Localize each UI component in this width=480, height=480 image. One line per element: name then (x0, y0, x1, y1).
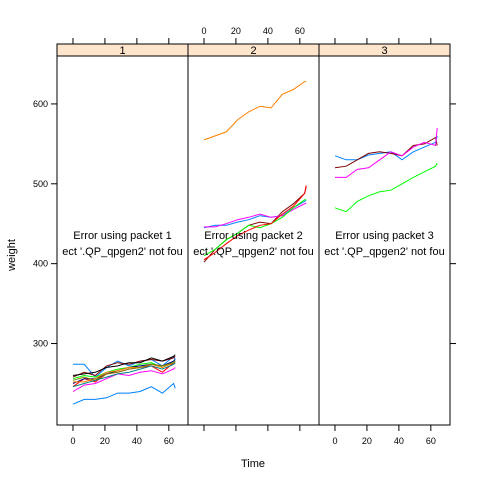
x-tick-label-bottom: 20 (362, 436, 372, 446)
series-line-p1-9 (72, 360, 176, 381)
series-line-p2-4 (204, 202, 307, 228)
x-tick-label-top: 20 (231, 26, 241, 36)
x-tick-label-top: 60 (295, 26, 305, 36)
series-line-p3-2 (334, 136, 438, 169)
x-tick-label-bottom: 0 (332, 436, 337, 446)
y-axis-title: weight (6, 239, 18, 272)
series-line-p2-5 (203, 199, 307, 257)
series-line-p3-4 (334, 162, 438, 213)
error-message-3: Error using packet 3 ect '.QP_qpgen2' not… (324, 230, 444, 258)
error-message-2: Error using packet 2 ect '.QP_qpgen2' not… (193, 230, 313, 258)
strip-label-1: 1 (119, 45, 125, 57)
strip-label-2: 2 (250, 45, 256, 57)
strip-label-3: 3 (381, 45, 387, 57)
error-text-1-1: Error using packet 1 (73, 230, 171, 242)
error-message-1: Error using packet 1 ect '.QP_qpgen2' not… (62, 230, 182, 258)
series-line-p1-11 (72, 382, 176, 405)
series-line-p1-10 (72, 362, 176, 388)
y-tick-label: 500 (33, 179, 48, 189)
series-line-p1-2 (72, 367, 176, 392)
y-tick-label: 300 (33, 339, 48, 349)
panel-frame-3 (318, 55, 451, 426)
y-tick-label: 400 (33, 259, 48, 269)
x-tick-label-bottom: 60 (164, 436, 174, 446)
series-line-p2-1 (203, 81, 307, 141)
series-line-p2-6 (203, 185, 307, 261)
series-line-p1-8 (72, 354, 176, 376)
x-tick-label-top: 40 (263, 26, 273, 36)
x-tick-label-bottom: 0 (70, 436, 75, 446)
y-tick-label: 600 (33, 99, 48, 109)
error-text-2-1: Error using packet 2 (204, 230, 302, 242)
series-line-p1-7 (73, 362, 176, 383)
x-tick-label-bottom: 60 (426, 436, 436, 446)
error-text-2-2: ect '.QP_qpgen2' not fou (193, 246, 313, 258)
x-tick-label-bottom: 40 (394, 436, 404, 446)
series-line-p3-3 (335, 127, 438, 178)
error-text-3-1: Error using packet 3 (335, 230, 433, 242)
error-text-1-2: ect '.QP_qpgen2' not fou (62, 246, 182, 258)
x-tick-label-top: 0 (201, 26, 206, 36)
error-text-3-2: ect '.QP_qpgen2' not fou (324, 246, 444, 258)
series-line-p3-1 (334, 135, 438, 161)
x-tick-label-bottom: 20 (100, 436, 110, 446)
x-tick-label-bottom: 40 (132, 436, 142, 446)
x-axis-title: Time (241, 458, 265, 470)
